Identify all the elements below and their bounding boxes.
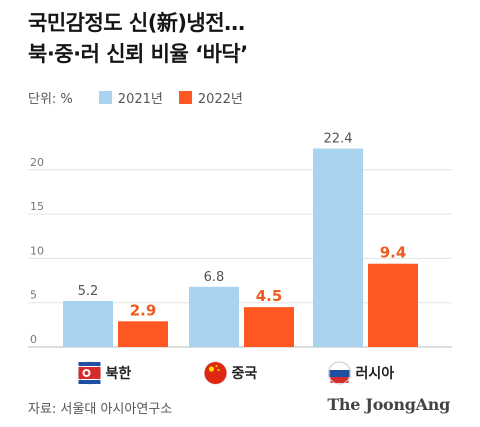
data-label: 5.2 (78, 284, 99, 299)
flag-stripe-blue (78, 380, 101, 384)
data-label: 9.4 (380, 244, 407, 262)
north-korea-flag-icon (78, 361, 101, 385)
y-tick-label: 10 (30, 244, 44, 257)
legend-label-2021: 2021년 (117, 92, 163, 107)
category-label: 중국 (232, 366, 258, 382)
category-label: 북한 (106, 366, 132, 382)
title-line-2: 북·중·러 신뢰 비율 ‘바닥’ (28, 42, 248, 66)
flag-star (208, 366, 215, 372)
bar-2022-0 (118, 321, 168, 347)
source-note: 자료: 서울대 아시아연구소 (28, 402, 173, 417)
y-tick-label: 0 (30, 333, 37, 346)
bar-2022-2 (368, 263, 418, 347)
data-label: 4.5 (256, 287, 283, 305)
legend-label-2022: 2022년 (197, 92, 243, 107)
y-tick-label: 20 (30, 156, 44, 169)
legend-swatch-2021 (98, 91, 112, 104)
data-label: 2.9 (130, 301, 157, 319)
y-tick-label: 5 (30, 289, 37, 302)
legend-item-2021: 2021년 (98, 88, 163, 107)
unit-label: 단위: % (28, 92, 73, 107)
legend-swatch-2022 (178, 91, 192, 104)
flag-stripe-blue (329, 370, 350, 377)
bar-2021-2 (313, 148, 363, 347)
flag-border (328, 361, 351, 385)
bar-chart: 0 5 10 15 20 5.2 2.9 북한 6.8 4.5 중국 22.4 9.4 러시아 (28, 132, 452, 385)
flag-stripe-blue (78, 362, 101, 366)
y-tick-label: 15 (30, 200, 44, 213)
russia-flag-icon (328, 361, 351, 385)
chart-title: 국민감정도 신(新)냉전… 북·중·러 신뢰 비율 ‘바닥’ (28, 8, 248, 70)
bar-2022-1 (244, 307, 294, 347)
flag-stripe-red (330, 377, 349, 383)
flag-star (84, 371, 89, 375)
flag-field (204, 362, 227, 384)
china-flag-icon (204, 361, 227, 385)
category-label: 러시아 (356, 365, 395, 382)
brand-logo: The JoongAng (327, 395, 450, 414)
title-line-1: 국민감정도 신(新)냉전… (28, 11, 245, 35)
legend: 단위: % 2021년 2022년 (28, 88, 259, 107)
bar-2021-1 (189, 286, 239, 347)
data-label: 6.8 (204, 270, 225, 285)
bar-2021-0 (63, 300, 113, 347)
flag-star (215, 365, 218, 367)
legend-item-2022: 2022년 (178, 88, 243, 107)
data-label: 22.4 (324, 132, 353, 147)
flag-star (217, 369, 220, 371)
